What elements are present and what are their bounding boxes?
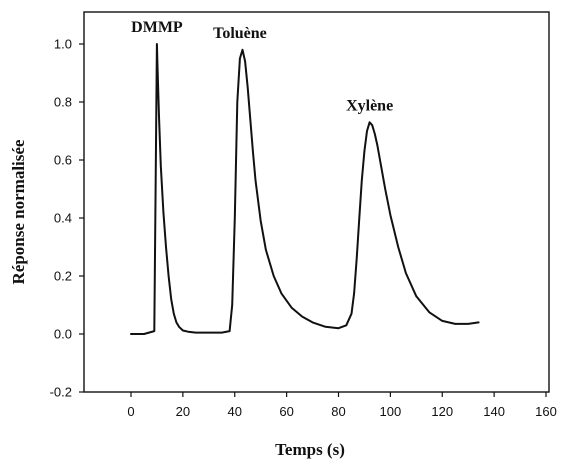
x-tick-label: 120 bbox=[431, 404, 453, 419]
plot-frame bbox=[83, 11, 550, 393]
y-tick-label: 0.0 bbox=[54, 327, 72, 342]
y-axis-ticks: -0.2 0.0 0.2 0.4 0.6 0.8 1.0 bbox=[50, 37, 84, 400]
peak-labels: DMMP Toluène Xylène bbox=[131, 19, 393, 114]
peak-label: Toluène bbox=[213, 25, 267, 42]
x-tick-label: 100 bbox=[380, 404, 402, 419]
y-tick-label: 1.0 bbox=[54, 37, 72, 52]
y-tick-label: -0.2 bbox=[50, 385, 72, 400]
y-tick-label: 0.2 bbox=[54, 269, 72, 284]
y-tick-label: 0.6 bbox=[54, 153, 72, 168]
y-tick-label: 0.8 bbox=[54, 95, 72, 110]
peak-label: Xylène bbox=[346, 97, 393, 114]
y-axis-title: Réponse normalisée bbox=[9, 139, 28, 284]
x-tick-label: 0 bbox=[127, 404, 134, 419]
x-tick-label: 140 bbox=[483, 404, 505, 419]
x-tick-label: 60 bbox=[279, 404, 293, 419]
x-axis-ticks: 0 20 40 60 80 100 120 140 160 bbox=[127, 392, 557, 419]
peak-label: DMMP bbox=[131, 19, 183, 36]
x-tick-label: 20 bbox=[176, 404, 190, 419]
x-axis-title: Temps (s) bbox=[275, 440, 345, 459]
x-tick-label: 160 bbox=[535, 404, 557, 419]
y-tick-label: 0.4 bbox=[54, 211, 72, 226]
x-tick-label: 40 bbox=[228, 404, 242, 419]
x-tick-label: 80 bbox=[331, 404, 345, 419]
response-curve bbox=[130, 43, 480, 335]
